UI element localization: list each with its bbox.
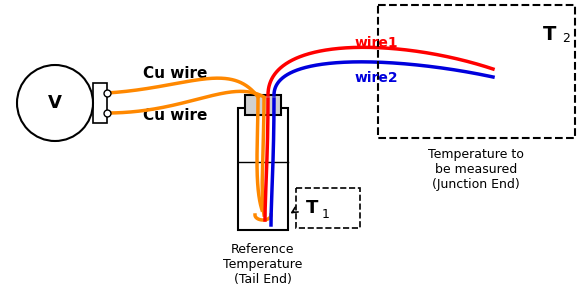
Text: wire2: wire2 (355, 71, 398, 85)
Bar (238, 108, 288, 230)
Text: T: T (306, 199, 318, 217)
Text: T: T (543, 25, 556, 44)
Text: Reference
Temperature
(Tail End): Reference Temperature (Tail End) (223, 243, 303, 286)
Text: Cu wire: Cu wire (143, 66, 207, 80)
Text: V: V (48, 94, 62, 112)
Bar (378, 5, 575, 138)
Text: wire1: wire1 (355, 36, 398, 50)
Text: 2: 2 (562, 32, 570, 45)
Text: 1: 1 (322, 207, 330, 221)
Bar (296, 188, 360, 228)
Bar (93, 83, 107, 123)
Bar (245, 95, 281, 115)
Text: Temperature to
be measured
(Junction End): Temperature to be measured (Junction End… (428, 148, 524, 191)
Text: Cu wire: Cu wire (143, 107, 207, 123)
